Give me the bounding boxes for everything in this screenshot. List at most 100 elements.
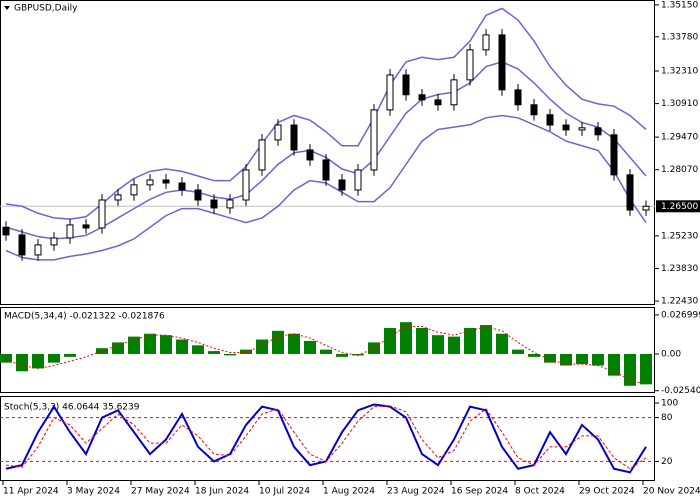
x-tick-label: 18 Jun 2024 [195,487,249,497]
macd-bar [64,353,76,357]
candle-body [450,79,458,106]
panel-frame [0,396,655,481]
macd-bar [0,353,12,363]
x-tick-label: 29 Oct 2024 [579,487,635,497]
x-tick-label: 27 May 2024 [131,487,190,497]
macd-bar [560,353,572,366]
candle-body [546,114,554,126]
panel-frame [0,307,655,393]
y-tick-label: 100 [661,399,678,409]
candle-body [50,237,58,246]
y-tick-label: 1.33780 [661,32,698,42]
y-tick-label: 0.00 [661,349,681,359]
macd-bar [432,335,444,354]
macd-bar [128,336,140,354]
macd-bar [224,353,236,356]
macd-bar [288,333,300,354]
x-tick-label: 20 Nov 2024 [643,487,700,497]
macd-bar [528,353,540,357]
candle-body [530,104,538,116]
x-tick-label: 8 Oct 2024 [515,487,565,497]
macd-bar [16,353,28,372]
candle-body [82,224,90,229]
macd-bar [336,353,348,357]
candle-body [18,234,26,256]
band-upper [5,7,647,220]
candle-body [402,74,410,96]
candle-body [562,124,570,131]
macd-bar [480,325,492,354]
candle-body [162,179,170,184]
macd-bar [112,342,124,354]
macd-bar [640,353,652,385]
candle-body [610,134,618,176]
panel-frame [0,0,655,305]
y-tick-label: 1.30910 [661,99,698,109]
macd-bar [320,349,332,354]
x-tick-label: 10 Jul 2024 [259,487,310,497]
y-tick-label: 20 [661,457,673,467]
macd-bar [448,336,460,354]
last-price-label: 1.26500 [661,202,698,212]
candle-body [210,199,218,209]
macd-bar [304,340,316,354]
macd-bar [240,349,252,354]
candle-body [66,224,74,239]
candle-body [642,205,650,211]
macd-bar [352,353,364,356]
candle-body [370,109,378,171]
signal-line [5,325,647,385]
macd-bar [416,327,428,354]
macd-bar [32,353,44,369]
stoch-signal [5,405,647,470]
y-tick-label: 1.28070 [661,165,698,175]
candle-body [98,199,106,229]
x-tick-label: 23 Aug 2024 [387,487,445,497]
candle-body [2,226,10,236]
candle-body [258,139,266,171]
candle-body [114,194,122,201]
y-tick-label: 1.29470 [661,133,698,143]
macd-bar [48,353,60,363]
macd-bar [576,353,588,365]
candle-body [322,159,330,181]
y-tick-label: 1.22430 [661,297,698,307]
macd-bar [400,322,412,354]
candle-body [466,49,474,81]
y-tick-label: 0.026999 [661,310,700,320]
macd-bar [176,339,188,354]
macd-bar [464,327,476,354]
chart-title: GBPUSD,Daily [14,4,78,14]
macd-bar [512,349,524,354]
macd-bar [96,348,108,354]
macd-bar [192,345,204,354]
candle-body [386,74,394,111]
y-tick-label: 80 [661,413,673,423]
last-price-box [656,200,700,213]
candle-body [498,34,506,91]
candle-body [130,184,138,196]
stoch-title: Stoch(5,3,3) 46.0644 35.6239 [4,403,140,413]
y-tick-label: 1.35150 [661,0,698,10]
candle-body [274,124,282,141]
macd-bar [384,327,396,354]
candle-body [418,94,426,101]
x-tick-label: 16 Sep 2024 [451,487,508,497]
candle-body [594,127,602,136]
candle-body [306,149,314,161]
x-tick-label: 3 May 2024 [67,487,120,497]
macd-bar [208,351,220,354]
candle-body [482,34,490,51]
candle-body [146,179,154,186]
macd-bar [496,333,508,354]
candle-body [338,179,346,191]
candle-body [434,99,442,106]
candle-body [34,244,42,256]
macd-bar [160,335,172,354]
x-tick-label: 11 Apr 2024 [3,487,59,497]
macd-bar [544,353,556,363]
macd-bar [272,330,284,354]
